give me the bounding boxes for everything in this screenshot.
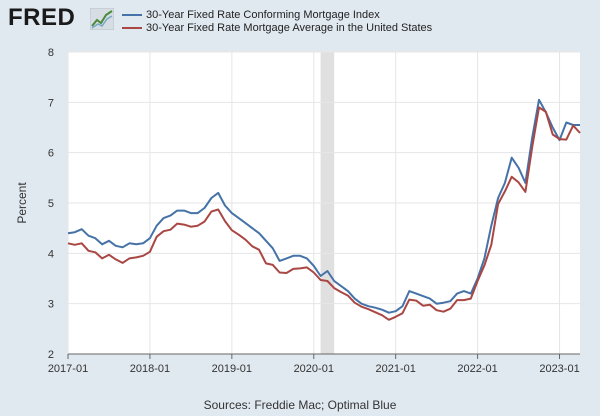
legend-label-series-1: 30-Year Fixed Rate Conforming Mortgage I… (146, 8, 380, 21)
chart-legend: 30-Year Fixed Rate Conforming Mortgage I… (122, 8, 432, 34)
y-tick-label: 6 (48, 148, 54, 160)
legend-swatch-series-1 (122, 13, 142, 16)
y-tick-label: 2 (48, 349, 54, 361)
x-tick-label: 2021-01 (375, 363, 415, 375)
y-tick-label: 8 (48, 47, 54, 59)
x-tick-label: 2022-01 (457, 363, 497, 375)
source-note: Sources: Freddie Mac; Optimal Blue (203, 398, 397, 412)
y-tick-label: 5 (48, 198, 54, 210)
x-tick-label: 2023-01 (539, 363, 579, 375)
legend-label-series-2: 30-Year Fixed Rate Mortgage Average in t… (146, 21, 433, 34)
chart-header: FRED 30-Year Fixed Rate Conforming Mortg… (0, 0, 600, 40)
x-tick-label: 2020-01 (294, 363, 334, 375)
y-axis-label: Percent (15, 182, 29, 224)
series-line-2[interactable] (67, 106, 581, 321)
y-tick-label: 3 (48, 299, 54, 311)
fred-logo[interactable]: FRED (8, 4, 76, 31)
series-line-1[interactable] (67, 98, 580, 314)
x-tick-label: 2017-01 (48, 363, 88, 375)
trend-line-icon (90, 8, 114, 30)
series-lines (67, 98, 581, 321)
x-tick-label: 2019-01 (212, 363, 252, 375)
legend-item-series-1[interactable]: 30-Year Fixed Rate Conforming Mortgage I… (122, 8, 432, 21)
axes: 2 3 4 5 6 7 8 2017-01 2018-01 2019-01 2020-01 2021-… (48, 47, 580, 375)
y-tick-label: 7 (48, 97, 54, 109)
grid-lines (67, 51, 580, 355)
x-tick-label: 2018-01 (130, 363, 170, 375)
legend-item-series-2[interactable]: 30-Year Fixed Rate Mortgage Average in t… (122, 21, 432, 34)
y-tick-label: 4 (48, 248, 54, 260)
legend-swatch-series-2 (122, 26, 142, 29)
